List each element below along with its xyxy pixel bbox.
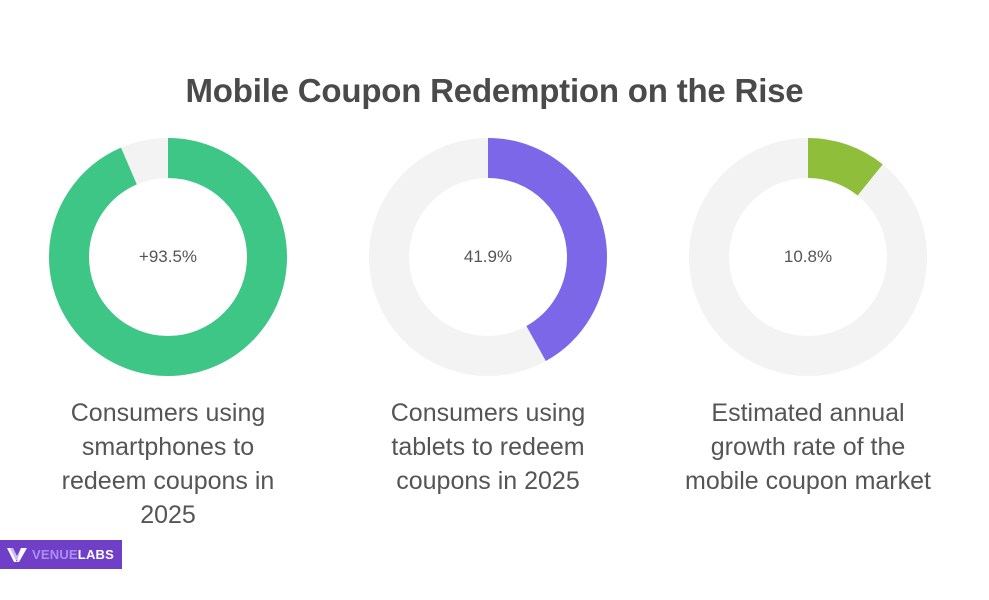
caption-line: Estimated annual [711,399,905,427]
chart-title: Mobile Coupon Redemption on the Rise [185,72,804,109]
logo-labs-text: LABS [77,547,114,562]
logo-venue-text: VENUE [32,547,78,562]
caption-growth-rate: Estimated annual growth rate of the mobi… [658,396,958,498]
caption-smartphones: Consumers using smartphones to redeem co… [18,396,318,532]
donut-chart-growth-rate: 10.8% [688,137,928,377]
caption-line: coupons in 2025 [396,467,580,495]
donut-value-label: 10.8% [783,247,833,266]
caption-line: Consumers using [390,399,586,427]
caption-line: growth rate of the [710,433,906,461]
caption-line: smartphones to [81,433,255,461]
donut-ring [689,138,927,376]
logo-v-icon [7,547,27,562]
caption-line: redeem coupons in [61,467,275,495]
caption-line: 2025 [140,501,196,529]
caption-line: Consumers using [70,399,266,427]
donut-ring [49,138,287,376]
donut-value-label: +93.5% [138,247,198,266]
caption-line: mobile coupon market [685,467,931,495]
caption-line: tablets to redeem [391,433,585,461]
caption-tablets: Consumers using tablets to redeem coupon… [338,396,638,498]
logo-wordmark: VENUELABS [32,547,114,562]
donut-chart-smartphones: +93.5% [48,137,288,377]
donut-value-label: 41.9% [463,247,513,266]
venuelabs-logo: VENUELABS [0,540,122,569]
donut-chart-tablets: 41.9% [368,137,608,377]
donut-ring [369,138,607,376]
